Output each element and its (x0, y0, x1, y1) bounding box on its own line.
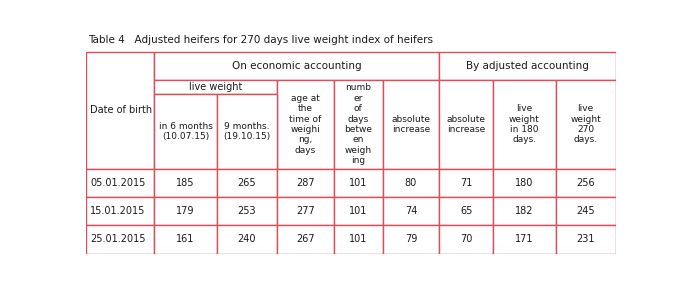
Text: live weight: live weight (189, 82, 242, 92)
Bar (277, 80, 334, 169)
Bar (556, 80, 616, 169)
Bar (382, 169, 439, 197)
Text: 101: 101 (349, 178, 367, 188)
Bar (493, 169, 556, 197)
Bar (154, 169, 217, 197)
Text: numb
er
of
days
betwe
en
weigh
ing: numb er of days betwe en weigh ing (344, 84, 372, 165)
Text: 287: 287 (295, 178, 315, 188)
Text: 265: 265 (237, 178, 256, 188)
Bar (334, 80, 382, 169)
Text: absolute
increase: absolute increase (447, 115, 486, 134)
Bar (439, 197, 493, 225)
Bar (334, 169, 382, 197)
Text: Date of birth: Date of birth (90, 105, 153, 115)
Text: 245: 245 (577, 206, 595, 216)
Bar (86, 169, 154, 197)
Bar (439, 80, 493, 169)
Bar (556, 225, 616, 254)
Text: 101: 101 (349, 206, 367, 216)
Bar (493, 225, 556, 254)
Text: 101: 101 (349, 235, 367, 245)
Bar (382, 80, 439, 169)
Bar (86, 197, 154, 225)
Text: 15.01.2015: 15.01.2015 (90, 206, 146, 216)
Bar (217, 197, 277, 225)
Text: live
weight
in 180
days.: live weight in 180 days. (509, 104, 540, 144)
Text: 25.01.2015: 25.01.2015 (90, 235, 146, 245)
Text: On economic accounting: On economic accounting (232, 61, 362, 71)
Text: in 6 months
(10.07.15): in 6 months (10.07.15) (159, 122, 213, 141)
Text: 171: 171 (515, 235, 534, 245)
Bar (154, 94, 217, 169)
Text: 71: 71 (460, 178, 473, 188)
Text: 80: 80 (405, 178, 417, 188)
Bar (154, 52, 439, 80)
Bar (277, 225, 334, 254)
Bar (493, 80, 556, 169)
Bar (154, 197, 217, 225)
Bar (217, 169, 277, 197)
Text: 185: 185 (176, 178, 195, 188)
Bar (217, 94, 277, 169)
Text: 161: 161 (176, 235, 195, 245)
Bar (382, 225, 439, 254)
Text: 79: 79 (405, 235, 417, 245)
Text: 277: 277 (295, 206, 315, 216)
Text: By adjusted accounting: By adjusted accounting (466, 61, 589, 71)
Bar (334, 197, 382, 225)
Text: 267: 267 (295, 235, 315, 245)
Bar (556, 197, 616, 225)
Text: 256: 256 (577, 178, 595, 188)
Bar (277, 197, 334, 225)
Text: 182: 182 (515, 206, 534, 216)
Bar (154, 225, 217, 254)
Bar (277, 169, 334, 197)
Text: 231: 231 (577, 235, 595, 245)
Text: age at
the
time of
weighi
ng,
days: age at the time of weighi ng, days (289, 94, 321, 155)
Text: Table 4   Adjusted heifers for 270 days live weight index of heifers: Table 4 Adjusted heifers for 270 days li… (88, 35, 433, 45)
Bar (382, 197, 439, 225)
Text: 253: 253 (237, 206, 256, 216)
Text: 74: 74 (405, 206, 417, 216)
Text: absolute
increase: absolute increase (391, 115, 430, 134)
Bar (86, 52, 154, 169)
Text: 179: 179 (176, 206, 195, 216)
Bar (556, 169, 616, 197)
Text: 70: 70 (460, 235, 473, 245)
Bar (86, 225, 154, 254)
Bar (493, 197, 556, 225)
Text: live
weight
270
days.: live weight 270 days. (570, 104, 601, 144)
Text: 9 months.
(19.10.15): 9 months. (19.10.15) (223, 122, 270, 141)
Text: 180: 180 (515, 178, 534, 188)
Text: 65: 65 (460, 206, 473, 216)
Text: 240: 240 (237, 235, 256, 245)
Text: 05.01.2015: 05.01.2015 (90, 178, 146, 188)
Bar (439, 225, 493, 254)
Bar (334, 225, 382, 254)
Bar (217, 225, 277, 254)
Bar (154, 80, 277, 94)
Bar (439, 169, 493, 197)
Bar (439, 52, 616, 80)
